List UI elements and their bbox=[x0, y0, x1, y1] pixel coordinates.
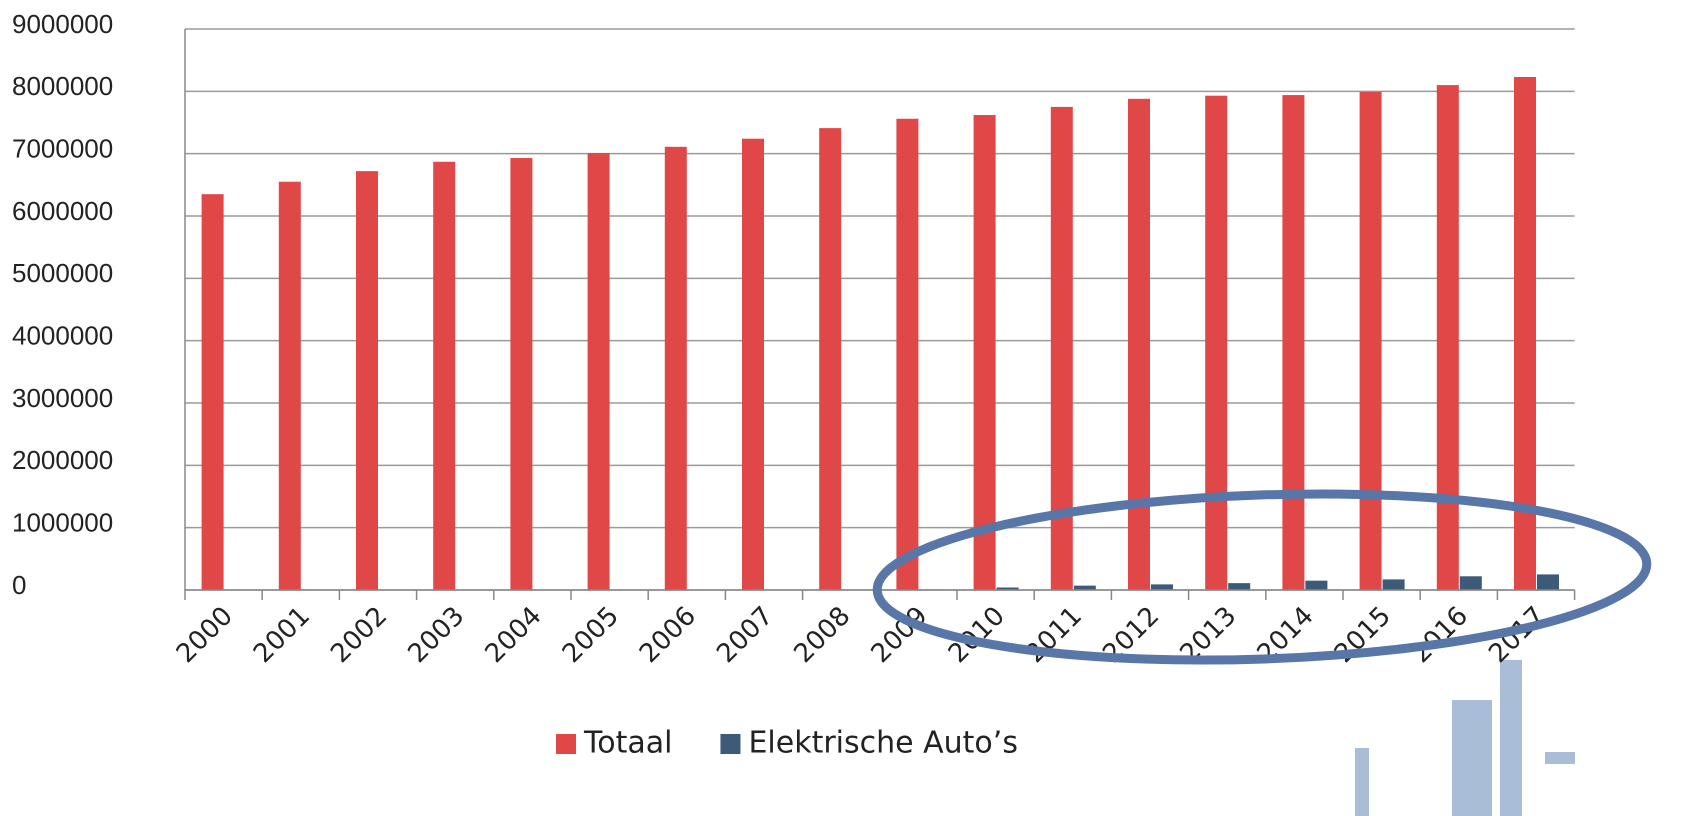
bar bbox=[742, 139, 764, 590]
x-tick-label: 2008 bbox=[788, 601, 856, 669]
x-tick-label: 2002 bbox=[325, 601, 393, 669]
bar bbox=[588, 153, 610, 590]
y-tick-label: 2000000 bbox=[12, 445, 113, 475]
bar bbox=[1460, 576, 1482, 590]
x-tick-label: 2004 bbox=[480, 601, 548, 669]
y-tick-label: 6000000 bbox=[12, 196, 113, 226]
legend-swatch bbox=[720, 734, 740, 754]
y-tick-label: 1000000 bbox=[12, 508, 113, 538]
bar bbox=[1383, 579, 1405, 590]
bar bbox=[1282, 95, 1304, 590]
y-tick-label: 5000000 bbox=[12, 258, 113, 288]
decoration bbox=[1355, 660, 1575, 816]
bar bbox=[510, 158, 532, 590]
x-tick-label: 2001 bbox=[248, 601, 316, 669]
bar bbox=[1228, 583, 1250, 590]
x-tick-label: 2000 bbox=[171, 601, 239, 669]
bar bbox=[896, 119, 918, 590]
bar bbox=[1128, 99, 1150, 590]
legend-label: Totaal bbox=[583, 726, 672, 761]
chart: 0 1000000 2000000 3000000 4000000 5000000 6000… bbox=[0, 0, 1688, 816]
legend-swatch bbox=[556, 734, 576, 754]
plot bbox=[185, 29, 1575, 590]
bar bbox=[1360, 92, 1382, 590]
bar bbox=[1437, 85, 1459, 590]
x-tick-label: 2016 bbox=[1406, 601, 1474, 669]
y-tick-label: 3000000 bbox=[12, 383, 113, 413]
bar bbox=[202, 194, 224, 590]
x-tick-label: 2005 bbox=[557, 601, 625, 669]
y-tick-label: 0 bbox=[12, 570, 26, 600]
bar bbox=[356, 171, 378, 590]
y-tick-label: 9000000 bbox=[12, 9, 113, 39]
y-tick-label: 8000000 bbox=[12, 71, 113, 101]
y-tick-label: 7000000 bbox=[12, 134, 113, 164]
bar bbox=[279, 182, 301, 590]
legend-label: Elektrische Auto’s bbox=[748, 726, 1018, 761]
bar bbox=[1205, 96, 1227, 590]
x-tick-label: 2003 bbox=[402, 601, 470, 669]
bar bbox=[1151, 584, 1173, 590]
bar bbox=[1305, 581, 1327, 590]
bar bbox=[819, 128, 841, 590]
x-tick-label: 2007 bbox=[711, 601, 779, 669]
y-tick-label: 4000000 bbox=[12, 321, 113, 351]
x-tick-label: 2009 bbox=[866, 601, 934, 669]
bar bbox=[433, 162, 455, 590]
bar bbox=[974, 115, 996, 590]
x-tick-label: 2006 bbox=[634, 601, 702, 669]
bar bbox=[1537, 574, 1559, 590]
bar bbox=[665, 147, 687, 590]
